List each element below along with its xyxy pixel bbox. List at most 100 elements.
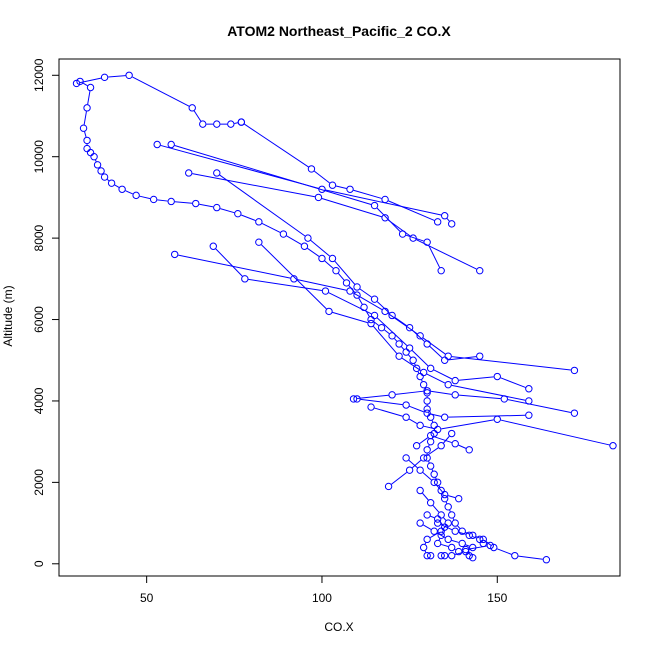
data-point: [381, 214, 389, 222]
series-segment: [310, 240, 331, 257]
series-segment: [248, 278, 322, 291]
series-segment: [395, 390, 424, 395]
data-point: [314, 193, 323, 202]
data-point: [304, 234, 312, 242]
series-segment: [416, 239, 477, 270]
data-point: [437, 551, 445, 560]
data-point: [451, 376, 459, 385]
series-segment: [174, 145, 372, 205]
data-point: [437, 531, 445, 539]
data-point: [349, 395, 358, 403]
series-segment: [443, 435, 450, 444]
series-segment: [441, 419, 494, 430]
data-point: [132, 191, 140, 200]
data-point: [448, 551, 456, 560]
data-point: [451, 519, 459, 527]
data-point: [440, 551, 449, 560]
data-point: [433, 539, 442, 548]
data-point: [107, 179, 116, 187]
series-segment: [335, 185, 347, 189]
data-point: [346, 185, 354, 193]
series-segment: [465, 544, 470, 547]
series-segment: [405, 234, 424, 242]
data-point: [412, 442, 421, 450]
data-point: [433, 515, 442, 523]
data-point: [307, 165, 316, 173]
series-segment: [445, 501, 448, 504]
data-point: [433, 425, 442, 434]
series-segment: [417, 371, 420, 374]
data-point: [444, 519, 452, 527]
series-segment: [357, 394, 389, 400]
data-point: [448, 511, 456, 519]
series-segment: [328, 292, 372, 315]
data-point: [237, 118, 246, 126]
data-point: [381, 307, 389, 316]
data-point: [370, 295, 379, 303]
series-segment: [452, 518, 455, 520]
series-segment: [106, 179, 110, 182]
data-point: [570, 366, 579, 375]
data-point: [402, 454, 410, 462]
series-segment: [193, 110, 202, 122]
series-segment: [95, 159, 97, 162]
series-segment: [84, 131, 87, 138]
data-point: [500, 395, 508, 403]
series-12: [367, 403, 617, 450]
series-segment: [451, 539, 459, 543]
series-segment: [401, 357, 421, 371]
series-segment: [286, 235, 302, 245]
data-point: [332, 266, 340, 275]
data-point: [118, 185, 126, 193]
data-point: [328, 254, 337, 263]
data-point: [416, 421, 424, 430]
data-point: [426, 551, 435, 560]
series-segment: [394, 317, 407, 327]
data-point: [125, 71, 133, 79]
data-point: [416, 486, 424, 495]
data-point: [423, 511, 431, 519]
data-point: [493, 415, 501, 423]
series-segment: [376, 317, 408, 346]
data-point: [72, 79, 81, 88]
series-segment: [422, 337, 446, 355]
series-segment: [313, 170, 330, 184]
data-point: [395, 352, 403, 360]
series-segment: [387, 219, 411, 237]
data-point: [353, 291, 361, 299]
series-segment: [408, 418, 418, 425]
series-segment: [430, 515, 435, 519]
data-point: [367, 403, 375, 411]
series-segment: [240, 214, 256, 222]
series-segment: [426, 373, 446, 384]
series-segment: [442, 530, 444, 533]
data-point: [465, 446, 473, 454]
data-point: [353, 283, 361, 291]
series-7: [171, 250, 579, 375]
series-segment: [321, 197, 382, 218]
series-segment: [435, 477, 437, 480]
data-point: [455, 547, 463, 556]
series-segment: [178, 254, 291, 279]
data-point: [430, 470, 438, 478]
series-segment: [496, 548, 512, 555]
data-point: [440, 413, 449, 421]
data-point: [227, 120, 235, 128]
series-6: [213, 169, 484, 364]
data-point: [609, 442, 617, 450]
series-segment: [458, 531, 466, 535]
data-point: [79, 124, 88, 132]
data-point: [451, 391, 459, 399]
data-point: [149, 195, 158, 204]
series-19: [423, 511, 463, 556]
series-2: [237, 118, 442, 226]
data-point: [405, 323, 414, 332]
series-segment: [431, 469, 434, 472]
data-point: [83, 136, 91, 145]
data-point: [486, 541, 494, 550]
series-segment: [424, 550, 427, 553]
series-15: [402, 454, 463, 503]
data-point: [423, 409, 431, 417]
data-point: [448, 543, 456, 552]
data-point: [465, 531, 473, 539]
